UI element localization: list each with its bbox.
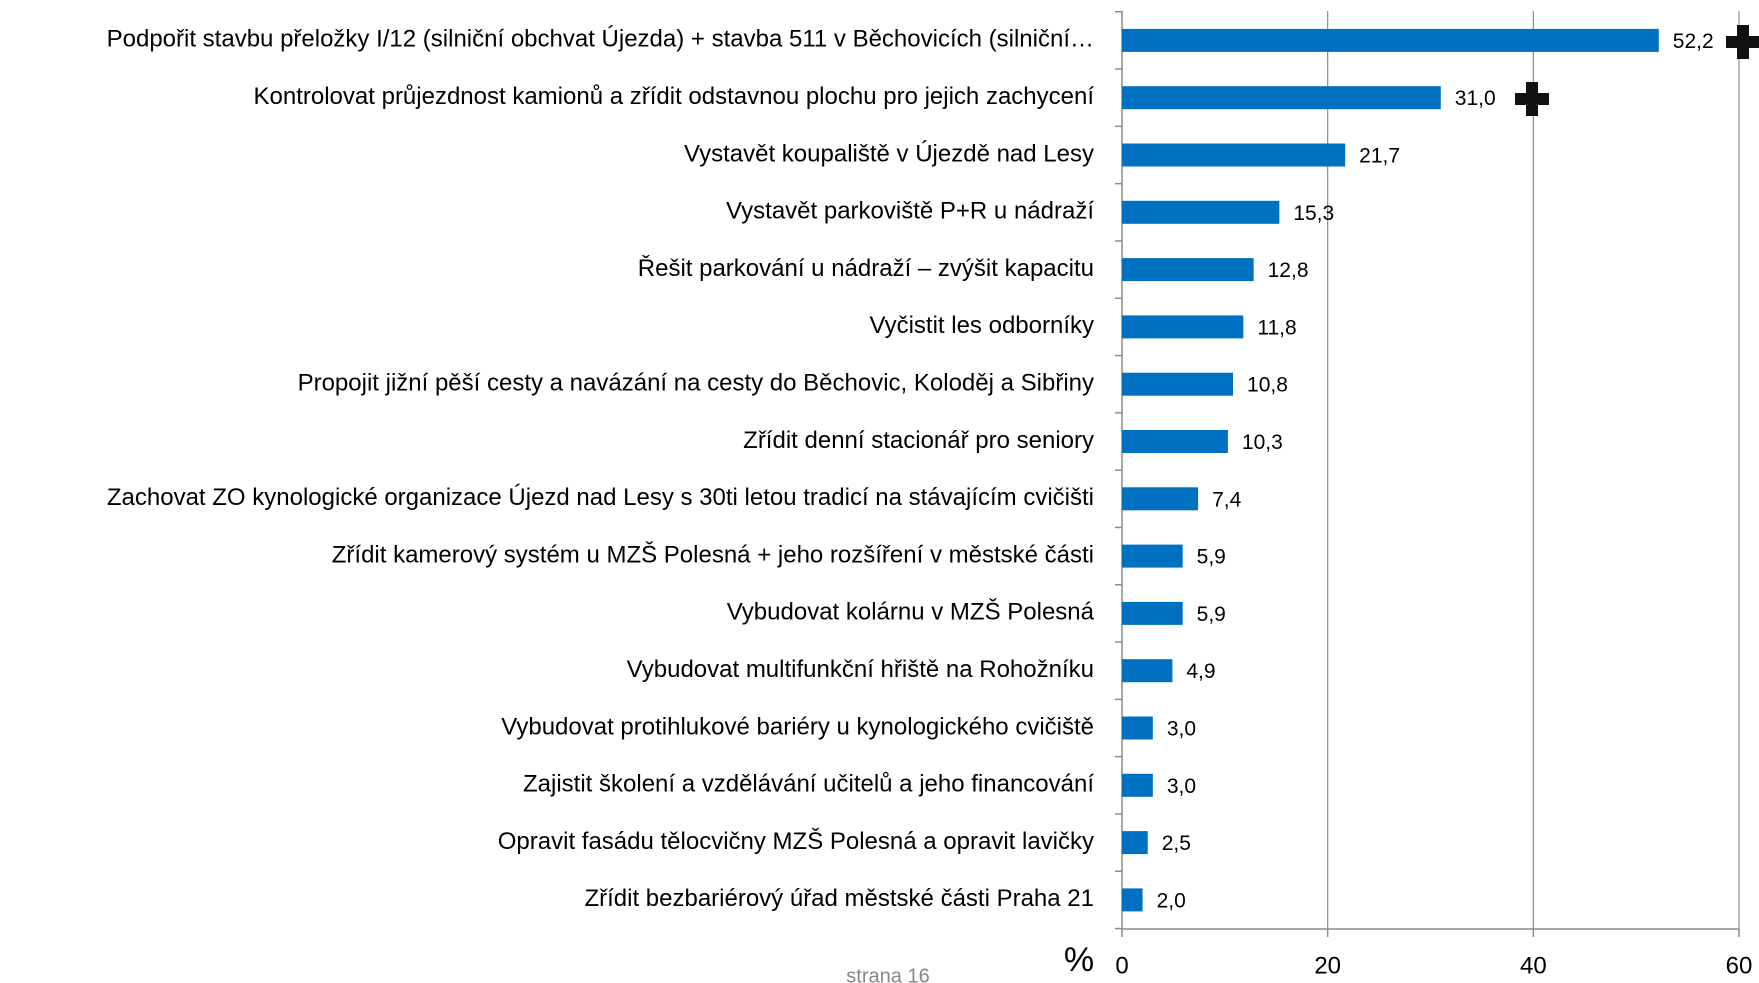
value-label: 15,3 bbox=[1293, 202, 1334, 225]
category-label: Kontrolovat průjezdnost kamionů a zřídit… bbox=[254, 83, 1095, 110]
bar bbox=[1122, 831, 1148, 855]
x-tick-label: 0 bbox=[1115, 952, 1128, 979]
value-label: 52,2 bbox=[1673, 30, 1714, 53]
value-label: 31,0 bbox=[1455, 87, 1496, 110]
cross-icon bbox=[1515, 82, 1549, 116]
value-label: 10,8 bbox=[1247, 374, 1288, 397]
value-label: 2,5 bbox=[1162, 832, 1191, 855]
category-label: Vyčistit les odborníky bbox=[869, 312, 1094, 339]
x-tick-label: 40 bbox=[1520, 952, 1547, 979]
bar bbox=[1122, 258, 1254, 282]
value-label: 12,8 bbox=[1268, 259, 1309, 282]
category-label: Zřídit denní stacionář pro seniory bbox=[743, 427, 1094, 454]
bar bbox=[1122, 601, 1183, 625]
x-axis-label: % bbox=[1064, 941, 1094, 979]
bar bbox=[1122, 200, 1280, 224]
value-label: 7,4 bbox=[1212, 488, 1242, 511]
value-label: 21,7 bbox=[1359, 145, 1400, 168]
bar bbox=[1122, 430, 1228, 453]
category-label: Podpořit stavbu přeložky I/12 (silniční … bbox=[107, 26, 1094, 53]
category-label: Vybudovat multifunkční hřiště na Rohožní… bbox=[627, 656, 1094, 683]
value-label: 5,9 bbox=[1197, 546, 1226, 569]
bar bbox=[1122, 143, 1346, 167]
bar bbox=[1122, 487, 1199, 511]
bar bbox=[1122, 888, 1143, 912]
bar bbox=[1122, 773, 1153, 797]
category-label: Řešit parkování u nádraží – zvýšit kapac… bbox=[638, 255, 1094, 282]
bar bbox=[1122, 315, 1244, 339]
category-label: Zřídit bezbariérový úřad městské části P… bbox=[584, 885, 1094, 912]
bar bbox=[1122, 716, 1153, 740]
category-label: Vybudovat kolárnu v MZŠ Polesná bbox=[727, 598, 1095, 626]
category-label: Vystavět koupaliště v Újezdě nad Lesy bbox=[684, 140, 1094, 167]
value-label: 11,8 bbox=[1257, 316, 1296, 339]
value-label: 4,9 bbox=[1186, 660, 1215, 683]
bar bbox=[1122, 544, 1183, 568]
bar bbox=[1122, 372, 1234, 396]
category-label: Zřídit kamerový systém u MZŠ Polesná + j… bbox=[332, 540, 1094, 568]
category-label: Vystavět parkoviště P+R u nádraží bbox=[726, 198, 1094, 225]
cross-icon bbox=[1726, 25, 1759, 59]
category-label: Propojit jižní pěší cesty a navázání na … bbox=[298, 370, 1094, 397]
category-label: Vybudovat protihlukové bariéry u kynolog… bbox=[501, 713, 1094, 740]
bar bbox=[1122, 86, 1441, 110]
bar bbox=[1122, 659, 1173, 683]
bar bbox=[1122, 28, 1659, 52]
footer: strana 16 bbox=[846, 965, 929, 983]
x-tick-label: 20 bbox=[1314, 952, 1341, 979]
category-label: Zajistit školení a vzdělávání učitelů a … bbox=[523, 771, 1094, 798]
value-label: 10,3 bbox=[1242, 431, 1283, 454]
value-label: 2,0 bbox=[1157, 889, 1186, 912]
category-label: Opravit fasádu tělocvičny MZŠ Polesná a … bbox=[498, 827, 1094, 855]
category-label: Zachovat ZO kynologické organizace Újezd… bbox=[107, 484, 1094, 511]
value-label: 5,9 bbox=[1197, 603, 1226, 626]
x-tick-label: 60 bbox=[1726, 952, 1753, 979]
value-label: 3,0 bbox=[1167, 718, 1196, 741]
value-label: 3,0 bbox=[1167, 775, 1196, 798]
